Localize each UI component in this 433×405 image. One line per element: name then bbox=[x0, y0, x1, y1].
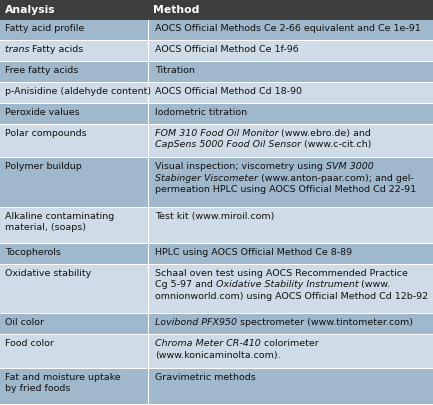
Bar bbox=[148, 83, 149, 103]
Text: by fried foods: by fried foods bbox=[5, 384, 71, 393]
Bar bbox=[148, 265, 149, 313]
Text: Test kit (www.miroil.com): Test kit (www.miroil.com) bbox=[155, 212, 275, 221]
Bar bbox=[0, 244, 148, 264]
Text: (www.c-cit.ch): (www.c-cit.ch) bbox=[301, 140, 372, 149]
Bar bbox=[0, 265, 148, 313]
Bar bbox=[149, 125, 433, 157]
Bar bbox=[0, 104, 148, 124]
Bar bbox=[148, 125, 149, 157]
Text: Cg 5-97 and: Cg 5-97 and bbox=[155, 280, 216, 290]
Bar bbox=[149, 208, 433, 243]
Text: Oxidative Stability Instrument: Oxidative Stability Instrument bbox=[216, 280, 359, 290]
Text: Fatty acid profile: Fatty acid profile bbox=[5, 24, 84, 33]
Text: spectrometer (www.tintometer.com): spectrometer (www.tintometer.com) bbox=[237, 318, 413, 328]
Text: Oil color: Oil color bbox=[5, 318, 44, 328]
Text: Method: Method bbox=[153, 5, 199, 15]
Bar bbox=[148, 41, 149, 61]
Text: (www.: (www. bbox=[359, 280, 391, 290]
Text: SVM 3000: SVM 3000 bbox=[326, 162, 374, 171]
Text: HPLC using AOCS Official Method Ce 8-89: HPLC using AOCS Official Method Ce 8-89 bbox=[155, 248, 352, 257]
Bar bbox=[0, 41, 148, 61]
Text: (www.anton-paar.com); and gel-: (www.anton-paar.com); and gel- bbox=[258, 174, 414, 183]
Text: Chroma Meter CR-410: Chroma Meter CR-410 bbox=[155, 339, 261, 348]
Bar bbox=[148, 335, 149, 368]
Text: trans: trans bbox=[5, 45, 32, 54]
Text: Fatty acids: Fatty acids bbox=[32, 45, 84, 54]
Text: Visual inspection; viscometry using: Visual inspection; viscometry using bbox=[155, 162, 326, 171]
Text: Tocopherols: Tocopherols bbox=[5, 248, 61, 257]
Text: FOM 310 Food Oil Monitor: FOM 310 Food Oil Monitor bbox=[155, 129, 278, 138]
Text: permeation HPLC using AOCS Official Method Cd 22-91: permeation HPLC using AOCS Official Meth… bbox=[155, 185, 416, 194]
Bar bbox=[149, 244, 433, 264]
Text: Stabinger Viscometer: Stabinger Viscometer bbox=[155, 174, 258, 183]
Text: Lovibond PFX950: Lovibond PFX950 bbox=[155, 318, 237, 328]
Bar bbox=[0, 369, 148, 404]
Bar bbox=[149, 104, 433, 124]
Text: Oxidative stability: Oxidative stability bbox=[5, 269, 91, 278]
Text: Peroxide values: Peroxide values bbox=[5, 108, 80, 117]
Text: Analysis: Analysis bbox=[5, 5, 55, 15]
Text: Titration: Titration bbox=[155, 66, 195, 75]
Text: Free fatty acids: Free fatty acids bbox=[5, 66, 78, 75]
Bar bbox=[149, 41, 433, 61]
Text: Fat and moisture uptake: Fat and moisture uptake bbox=[5, 373, 121, 382]
Bar bbox=[148, 314, 149, 335]
Bar bbox=[0, 62, 148, 82]
Bar bbox=[148, 62, 149, 82]
Bar bbox=[0, 335, 148, 368]
Bar bbox=[149, 335, 433, 368]
Bar bbox=[149, 20, 433, 40]
Bar bbox=[0, 0, 433, 20]
Text: Polymer buildup: Polymer buildup bbox=[5, 162, 82, 171]
Bar bbox=[148, 20, 149, 40]
Text: Polar compounds: Polar compounds bbox=[5, 129, 87, 138]
Bar bbox=[148, 104, 149, 124]
Bar bbox=[0, 158, 148, 207]
Text: colorimeter: colorimeter bbox=[261, 339, 319, 348]
Text: Schaal oven test using AOCS Recommended Practice: Schaal oven test using AOCS Recommended … bbox=[155, 269, 408, 278]
Bar bbox=[0, 83, 148, 103]
Bar bbox=[149, 83, 433, 103]
Text: Food color: Food color bbox=[5, 339, 54, 348]
Text: omnionworld.com) using AOCS Official Method Cd 12b-92: omnionworld.com) using AOCS Official Met… bbox=[155, 292, 428, 301]
Text: Alkaline contaminating: Alkaline contaminating bbox=[5, 212, 114, 221]
Bar bbox=[0, 125, 148, 157]
Text: (www.konicaminolta.com).: (www.konicaminolta.com). bbox=[155, 351, 281, 360]
Bar bbox=[148, 158, 149, 207]
Text: AOCS Official Method Cd 18-90: AOCS Official Method Cd 18-90 bbox=[155, 87, 302, 96]
Bar bbox=[148, 369, 149, 404]
Bar bbox=[148, 208, 149, 243]
Bar bbox=[149, 158, 433, 207]
Text: material, (soaps): material, (soaps) bbox=[5, 223, 86, 232]
Bar bbox=[148, 244, 149, 264]
Text: p-Anisidine (aldehyde content): p-Anisidine (aldehyde content) bbox=[5, 87, 151, 96]
Bar bbox=[149, 62, 433, 82]
Bar bbox=[149, 369, 433, 404]
Bar bbox=[0, 208, 148, 243]
Bar bbox=[0, 20, 148, 40]
Text: AOCS Official Methods Ce 2-66 equivalent and Ce 1e-91: AOCS Official Methods Ce 2-66 equivalent… bbox=[155, 24, 421, 33]
Bar bbox=[149, 314, 433, 335]
Text: Gravimetric methods: Gravimetric methods bbox=[155, 373, 256, 382]
Text: (www.ebro.de) and: (www.ebro.de) and bbox=[278, 129, 372, 138]
Bar bbox=[149, 265, 433, 313]
Text: AOCS Official Method Ce 1f-96: AOCS Official Method Ce 1f-96 bbox=[155, 45, 299, 54]
Bar bbox=[0, 314, 148, 335]
Text: CapSens 5000 Food Oil Sensor: CapSens 5000 Food Oil Sensor bbox=[155, 140, 301, 149]
Text: Iodometric titration: Iodometric titration bbox=[155, 108, 247, 117]
